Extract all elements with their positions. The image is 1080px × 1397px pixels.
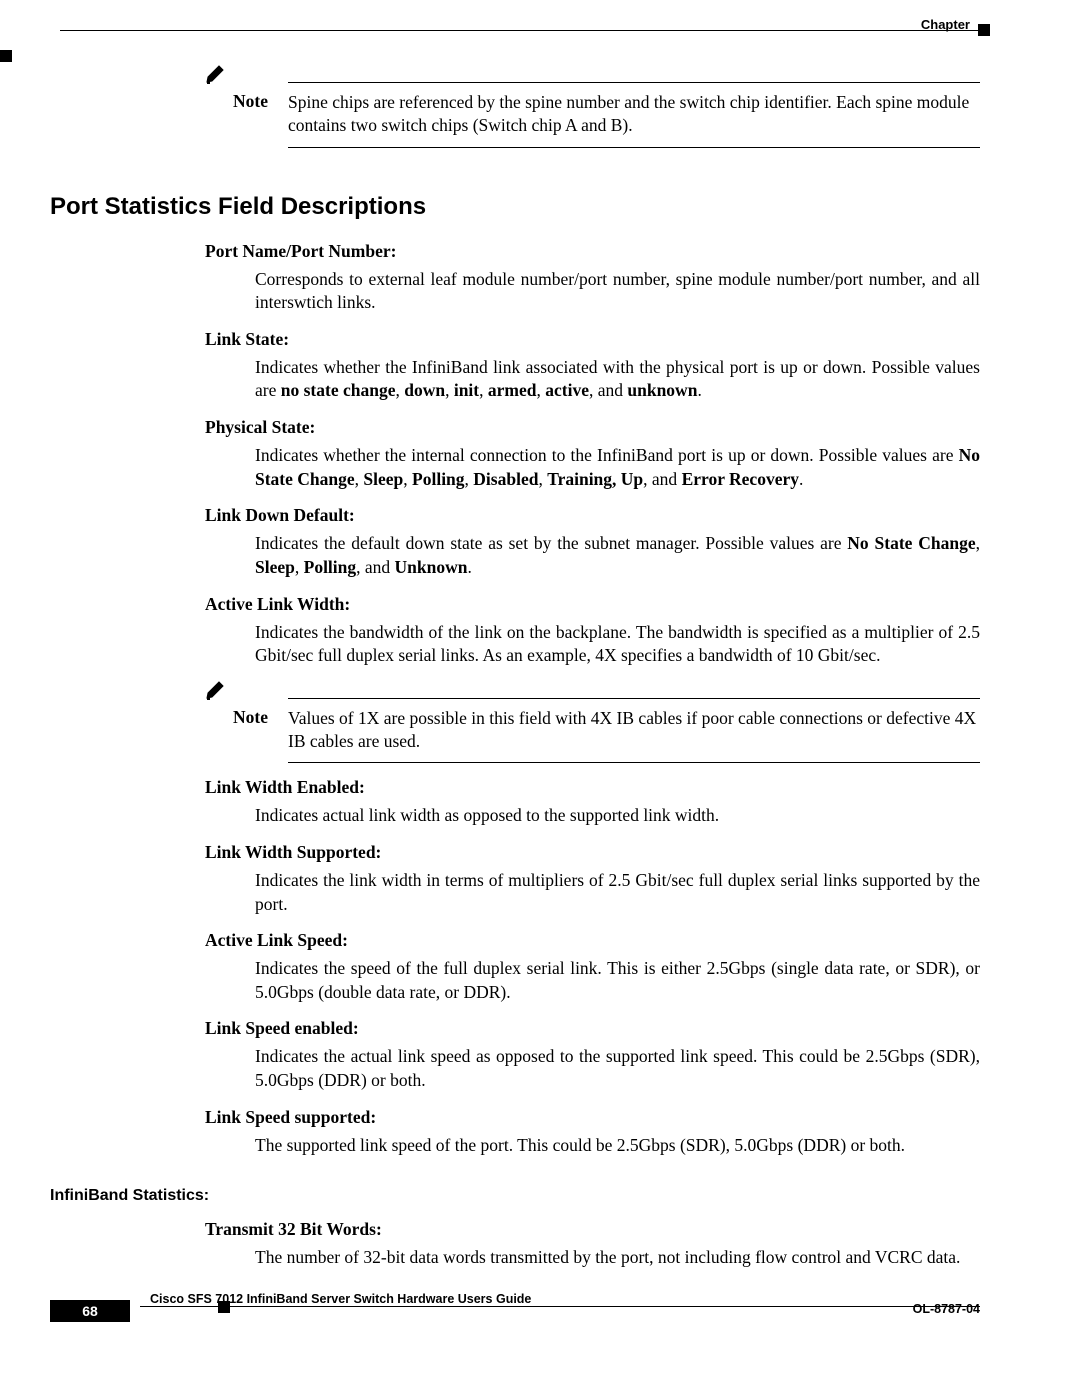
note-block-width: Note Values of 1X are possible in this f… (205, 698, 980, 764)
header-end-marker (978, 24, 990, 36)
note-block-spine: Note Spine chips are referenced by the s… (205, 82, 980, 148)
pencil-icon (205, 676, 233, 705)
field-body-linkstate: Indicates whether the InfiniBand link as… (255, 356, 980, 403)
physstate-prefix: Indicates whether the internal connectio… (255, 445, 959, 465)
field-title-portname: Port Name/Port Number: (205, 241, 980, 262)
field-title-widthen: Link Width Enabled: (205, 777, 980, 798)
note-label: Note (233, 698, 288, 728)
note-text-width: Values of 1X are possible in this field … (288, 698, 980, 764)
field-body-portname: Corresponds to external leaf module numb… (255, 268, 980, 315)
physstate-suffix: . (799, 469, 803, 489)
field-title-activewidth: Active Link Width: (205, 594, 980, 615)
field-body-activespeed: Indicates the speed of the full duplex s… (255, 957, 980, 1004)
field-body-activewidth: Indicates the bandwidth of the link on t… (255, 621, 980, 668)
note-text-spine: Spine chips are referenced by the spine … (288, 82, 980, 148)
linkstate-values: no state change (281, 380, 396, 400)
linkdown-prefix: Indicates the default down state as set … (255, 533, 847, 553)
linkstate-suffix: . (697, 380, 701, 400)
field-title-speedsup: Link Speed supported: (205, 1107, 980, 1128)
subsection-title: InfiniBand Statistics: (50, 1187, 980, 1205)
page-footer: Cisco SFS 7012 InfiniBand Server Switch … (50, 1292, 980, 1342)
field-body-widthen: Indicates actual link width as opposed t… (255, 804, 980, 828)
footer-doc-id: OL-8787-04 (913, 1302, 980, 1316)
footer-book-title: Cisco SFS 7012 InfiniBand Server Switch … (150, 1292, 980, 1306)
field-title-widthsup: Link Width Supported: (205, 842, 980, 863)
note-label: Note (233, 82, 288, 112)
section-title: Port Statistics Field Descriptions (50, 193, 980, 221)
footer-rule (140, 1306, 980, 1307)
field-title-linkstate: Link State: (205, 329, 980, 350)
field-body-speedsup: The supported link speed of the port. Th… (255, 1134, 980, 1158)
page-number: 68 (50, 1300, 130, 1322)
field-title-speeden: Link Speed enabled: (205, 1018, 980, 1039)
field-title-activespeed: Active Link Speed: (205, 930, 980, 951)
field-title-physstate: Physical State: (205, 417, 980, 438)
pencil-icon (205, 60, 233, 89)
footer-marker (218, 1301, 230, 1313)
linkdown-suffix: . (468, 557, 472, 577)
field-body-widthsup: Indicates the link width in terms of mul… (255, 869, 980, 916)
header-rule (60, 30, 980, 31)
field-body-speeden: Indicates the actual link speed as oppos… (255, 1045, 980, 1092)
field-body-linkdown: Indicates the default down state as set … (255, 532, 980, 579)
field-title-linkdown: Link Down Default: (205, 505, 980, 526)
page-marker (0, 50, 12, 62)
field-body-physstate: Indicates whether the internal connectio… (255, 444, 980, 491)
field-title-tx32: Transmit 32 Bit Words: (205, 1219, 980, 1240)
field-body-tx32: The number of 32-bit data words transmit… (255, 1246, 980, 1270)
